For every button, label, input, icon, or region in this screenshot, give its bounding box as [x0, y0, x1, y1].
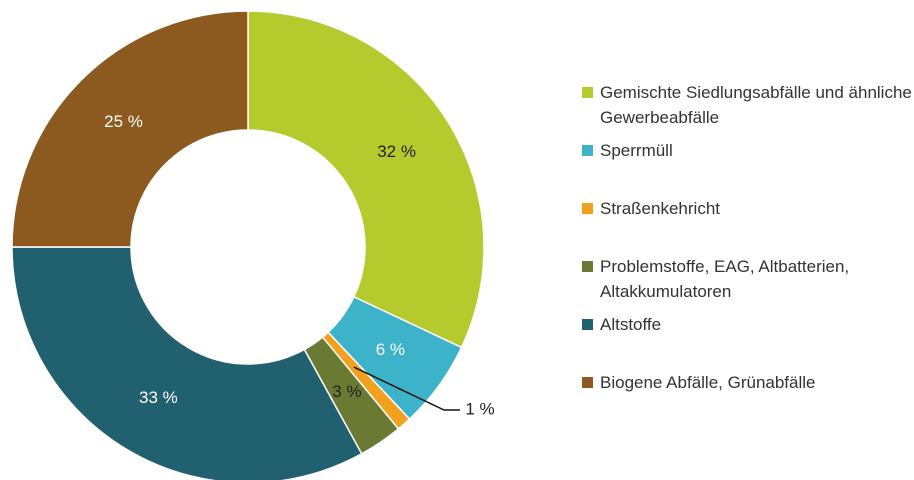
- value-label: 25 %: [104, 112, 143, 131]
- legend-label: Biogene Abfälle, Grünabfälle: [600, 373, 816, 392]
- legend-swatch: [582, 319, 593, 330]
- donut-slice: [11, 246, 363, 480]
- legend-swatch: [582, 145, 593, 156]
- legend-swatch: [582, 87, 593, 98]
- legend-item: Altstoffe: [582, 312, 914, 337]
- value-label: 32 %: [377, 142, 416, 161]
- legend-item: Sperrmüll: [582, 138, 914, 163]
- legend-item: Biogene Abfälle, Grünabfälle: [582, 370, 914, 395]
- legend-label: Sperrmüll: [600, 141, 673, 160]
- donut-slice: [247, 10, 485, 349]
- legend-swatch: [582, 377, 593, 388]
- value-label: 1 %: [465, 399, 494, 418]
- value-label: 3 %: [332, 382, 361, 401]
- value-label: 33 %: [139, 388, 178, 407]
- legend-swatch: [582, 203, 593, 214]
- legend-item: Problemstoffe, EAG, Altbatterien, Altakk…: [582, 254, 914, 304]
- legend-item: Gemischte Siedlungsabfälle und ähnliche …: [582, 80, 914, 130]
- legend-label: Altstoffe: [600, 315, 662, 334]
- leader-line: [353, 366, 460, 411]
- legend-label: Gemischte Siedlungsabfälle und ähnliche …: [600, 83, 912, 127]
- donut-slice: [11, 10, 249, 248]
- legend-item: Straßenkehricht: [582, 196, 914, 221]
- value-label: 6 %: [376, 340, 405, 359]
- legend-label: Problemstoffe, EAG, Altbatterien, Altakk…: [600, 257, 850, 301]
- legend-swatch: [582, 261, 593, 272]
- legend-label: Straßenkehricht: [600, 199, 720, 218]
